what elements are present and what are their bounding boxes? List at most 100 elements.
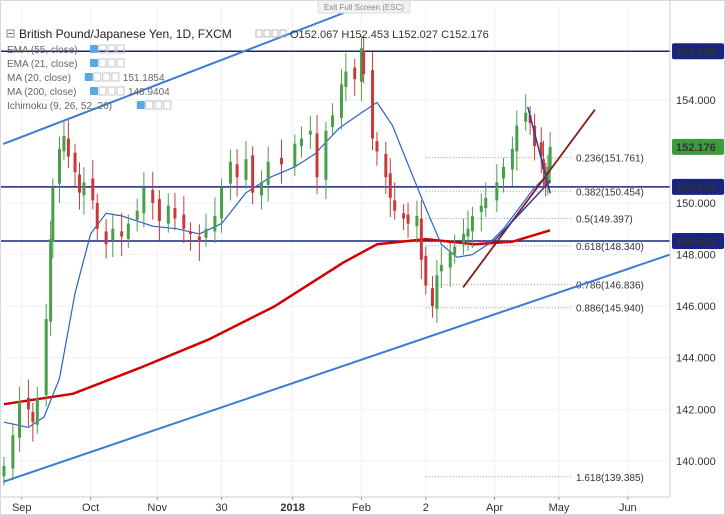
candle[interactable] [344,53,348,102]
candle[interactable] [510,136,514,187]
candle[interactable] [406,202,410,238]
collapse-icon[interactable] [6,29,15,38]
candle[interactable] [388,158,392,218]
candle[interactable] [197,224,201,262]
eye-icon[interactable] [90,59,98,67]
candle[interactable] [220,178,224,233]
candle[interactable] [157,190,161,241]
candle[interactable] [51,178,55,259]
candle[interactable] [339,69,343,130]
indicator-control-icon[interactable] [111,72,120,82]
candle[interactable] [424,246,428,295]
candle[interactable] [182,196,186,243]
candle[interactable] [11,422,15,481]
candle[interactable] [280,139,283,184]
candle[interactable] [479,193,483,232]
candle[interactable] [393,182,397,220]
indicator-control-icon[interactable] [116,58,125,68]
indicator-row[interactable]: Ichimoku (9, 26, 52, 26) [7,100,172,112]
price-label-badge[interactable]: 148.528 [672,232,724,249]
candle[interactable] [544,163,548,197]
price-label-badge[interactable]: 150.625 [672,178,724,195]
exit-fullscreen-banner[interactable]: Exit Full Screen (ESC) [317,0,411,14]
ma20-line[interactable] [3,101,551,428]
candle[interactable] [515,110,519,171]
candle[interactable] [31,402,35,442]
candle[interactable] [299,126,303,158]
candle[interactable] [548,131,552,184]
candle[interactable] [331,103,335,136]
candle[interactable] [293,134,297,176]
candle[interactable] [266,146,270,202]
candle[interactable] [104,219,108,259]
candle[interactable] [362,35,366,84]
candle[interactable] [528,106,532,135]
candle[interactable] [120,213,124,256]
candle[interactable] [430,275,434,318]
indicator-control-icon[interactable] [98,58,107,68]
indicator-control-icon[interactable] [116,44,125,54]
wedge-upper-line[interactable] [527,106,551,194]
channel-upper-line[interactable] [3,6,361,145]
indicator-control-icon[interactable] [102,72,111,82]
price-label-badge[interactable]: 152.176 [672,138,724,155]
candle[interactable] [484,182,488,218]
exit-fullscreen-label[interactable]: Exit Full Screen (ESC) [324,3,404,12]
indicator-control-icon[interactable] [145,100,154,110]
candle[interactable] [539,127,543,174]
candle[interactable] [439,246,443,289]
eye-icon[interactable] [136,101,145,109]
legend-control-icon[interactable] [271,29,279,38]
candle[interactable] [384,141,388,194]
candle[interactable] [35,386,39,434]
channel-lower-line[interactable] [3,253,671,483]
candle[interactable] [495,164,499,213]
candle[interactable] [324,121,328,200]
candle[interactable] [466,210,470,251]
ma200-line[interactable] [3,229,551,406]
candle[interactable] [2,457,6,486]
legend-control-icon[interactable] [263,29,271,38]
candle[interactable] [251,146,255,205]
candle[interactable] [402,204,406,231]
indicator-control-icon[interactable] [116,86,125,96]
candle[interactable] [111,213,115,258]
candle[interactable] [95,193,99,241]
indicator-control-icon[interactable] [107,86,116,96]
indicator-control-icon[interactable] [98,86,107,96]
candle[interactable] [126,214,130,249]
indicator-control-icon[interactable] [107,44,116,54]
indicator-row[interactable]: MA (200, close) 148.9404 [7,86,170,98]
legend-control-icon[interactable] [279,29,287,38]
candle[interactable] [260,170,264,210]
eye-icon[interactable] [90,45,98,53]
candle[interactable] [375,132,379,166]
candle[interactable] [82,167,86,215]
candle[interactable] [546,154,550,196]
indicator-control-icon[interactable] [98,44,107,54]
candle[interactable] [415,200,419,243]
candle[interactable] [18,386,22,452]
candle[interactable] [66,120,70,169]
indicator-control-icon[interactable] [107,58,116,68]
candle[interactable] [308,115,312,149]
candle[interactable] [359,36,363,102]
candle[interactable] [142,172,146,228]
candle[interactable] [453,234,457,264]
candle[interactable] [315,115,319,194]
candle[interactable] [73,143,77,187]
candle[interactable] [204,213,208,247]
candle[interactable] [435,259,439,323]
candle[interactable] [470,206,474,249]
candle[interactable] [91,160,95,210]
candle[interactable] [353,58,357,96]
candle[interactable] [228,149,232,201]
candle[interactable] [62,120,66,161]
price-label-badge[interactable]: 155.886 [672,43,724,60]
wedge-lower-line[interactable] [493,180,551,242]
candle[interactable] [371,51,375,151]
candle[interactable] [235,149,239,197]
rising-trendline[interactable] [462,109,596,288]
